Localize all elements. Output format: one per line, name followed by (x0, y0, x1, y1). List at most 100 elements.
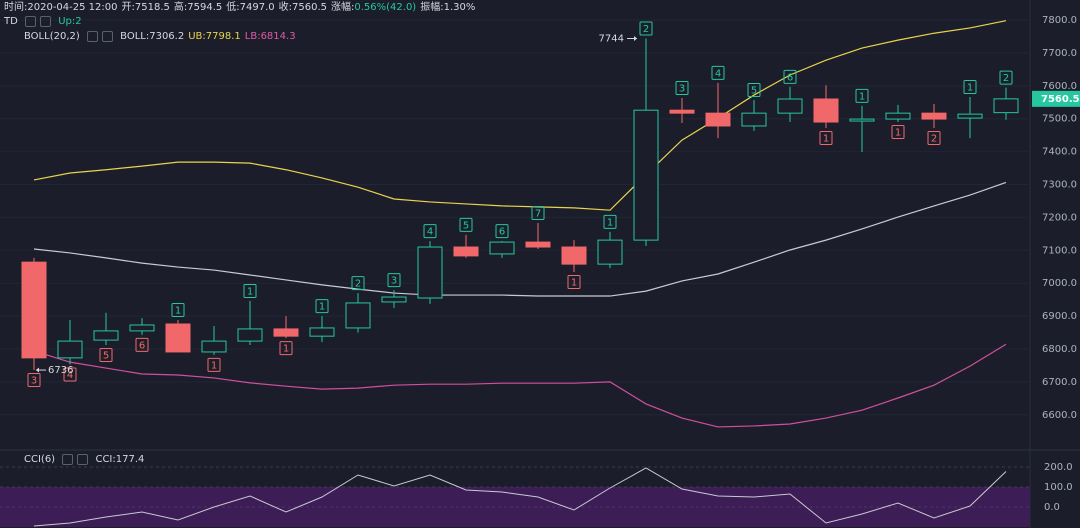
header-value: 7594.5 (187, 2, 223, 13)
header: 时间:2020-04-25 12:00 开:7518.5 高:7594.5 低:749… (4, 1, 479, 14)
candle-body (273, 328, 299, 337)
y-tick-label: 6800.0 (1042, 344, 1077, 355)
candle-body (201, 340, 227, 353)
td-box (243, 283, 257, 298)
candle-body (489, 241, 515, 255)
td-label: 1 (571, 278, 577, 289)
candle-body (165, 323, 191, 353)
header-item: 低:7497.0 (226, 2, 274, 13)
cci-line (33, 467, 1007, 527)
td-box (315, 299, 329, 314)
header-value: 0.56%(42.0) (354, 2, 417, 13)
td-label: 1 (283, 344, 289, 355)
td-label: 5 (103, 351, 109, 362)
close-icon[interactable] (101, 30, 113, 42)
td-box (207, 357, 221, 372)
boll-band (33, 343, 1007, 428)
y-tick-label: 7300.0 (1042, 180, 1077, 191)
candle-body (705, 112, 731, 127)
y-tick-label: 100.0 (1044, 482, 1073, 493)
last-price-tag (1032, 90, 1080, 107)
td-box (891, 125, 905, 140)
td-box (459, 217, 473, 232)
boll-legend: BOLL(20,2) BOLL:7306.2 UB:7798.1 LB:6814.3 (24, 30, 300, 43)
td-legend: TD Up:2 (4, 15, 86, 28)
td-box (171, 303, 185, 318)
cci-band (0, 487, 1030, 527)
candle-body (669, 109, 695, 114)
y-tick-label: 7700.0 (1042, 48, 1077, 59)
arrow-head (634, 35, 637, 41)
td-box (711, 65, 725, 80)
header-value: 7518.5 (134, 2, 170, 13)
td-box (495, 224, 509, 239)
last-price-label: 7560.5 (1041, 94, 1080, 105)
header-value: 1.30% (443, 2, 476, 13)
y-tick-label: 7400.0 (1042, 147, 1077, 158)
header-label: 收: (278, 2, 292, 13)
boll-value: LB:6814.3 (244, 31, 296, 42)
y-tick-label: 7000.0 (1042, 278, 1077, 289)
td-label: 1 (211, 360, 217, 371)
td-label: 4 (715, 68, 721, 79)
td-label: 3 (679, 84, 685, 95)
candle-body (633, 109, 659, 241)
header-item: 时间:2020-04-25 12:00 (4, 2, 118, 13)
y-tick-label: 0.0 (1044, 502, 1060, 513)
boll-band (33, 20, 1007, 211)
y-tick-label: 6700.0 (1042, 377, 1077, 388)
header-item: 涨幅:0.56%(42.0) (331, 2, 416, 13)
td-label: 6 (499, 227, 505, 238)
td-label: 1 (859, 91, 865, 102)
indicator-value: Up:2 (58, 16, 82, 27)
td-label: 4 (427, 227, 433, 238)
td-label: 2 (1003, 73, 1009, 84)
boll-band (33, 181, 1007, 297)
eye-icon[interactable] (86, 30, 98, 42)
td-label: 6 (139, 340, 145, 351)
header-label: 涨幅: (331, 2, 355, 13)
candle-body (885, 112, 911, 120)
td-label: 6 (787, 72, 793, 83)
td-label: 1 (247, 286, 253, 297)
eye-icon[interactable] (25, 15, 36, 27)
td-box (675, 81, 689, 96)
boll-name: BOLL(20,2) (24, 31, 80, 42)
header-label: 时间: (4, 2, 28, 13)
td-box (639, 21, 653, 36)
y-tick-label: 7500.0 (1042, 114, 1077, 125)
cci-value: CCI:177.4 (95, 454, 145, 465)
td-label: 1 (319, 302, 325, 313)
header-value: 7560.5 (292, 2, 327, 13)
y-tick-label: 7800.0 (1042, 15, 1077, 26)
td-box (747, 82, 761, 97)
candle-body (777, 98, 803, 114)
eye-icon[interactable] (62, 453, 74, 465)
td-label: 1 (967, 83, 973, 94)
y-tick-label: 6900.0 (1042, 311, 1077, 322)
candle-body (813, 98, 839, 123)
td-label: 5 (463, 220, 469, 231)
header-item: 振幅:1.30% (420, 2, 475, 13)
candle-body (417, 246, 443, 299)
td-label: 2 (931, 133, 937, 144)
td-box (387, 273, 401, 288)
header-value: 2020-04-25 12:00 (27, 2, 118, 13)
td-box (819, 130, 833, 145)
cci-name: CCI(6) (24, 454, 56, 465)
y-tick-label: 6600.0 (1042, 410, 1077, 421)
td-box (351, 276, 365, 291)
candle-body (237, 328, 263, 342)
td-box (603, 214, 617, 229)
td-label: 3 (391, 276, 397, 287)
candle-body (93, 330, 119, 341)
td-box (999, 70, 1013, 85)
candle-body (849, 118, 875, 122)
arrow-head (36, 367, 39, 373)
td-box (963, 80, 977, 95)
td-label: 1 (175, 306, 181, 317)
close-icon[interactable] (77, 453, 89, 465)
close-icon[interactable] (40, 15, 51, 27)
y-tick-label: 7600.0 (1042, 81, 1077, 92)
